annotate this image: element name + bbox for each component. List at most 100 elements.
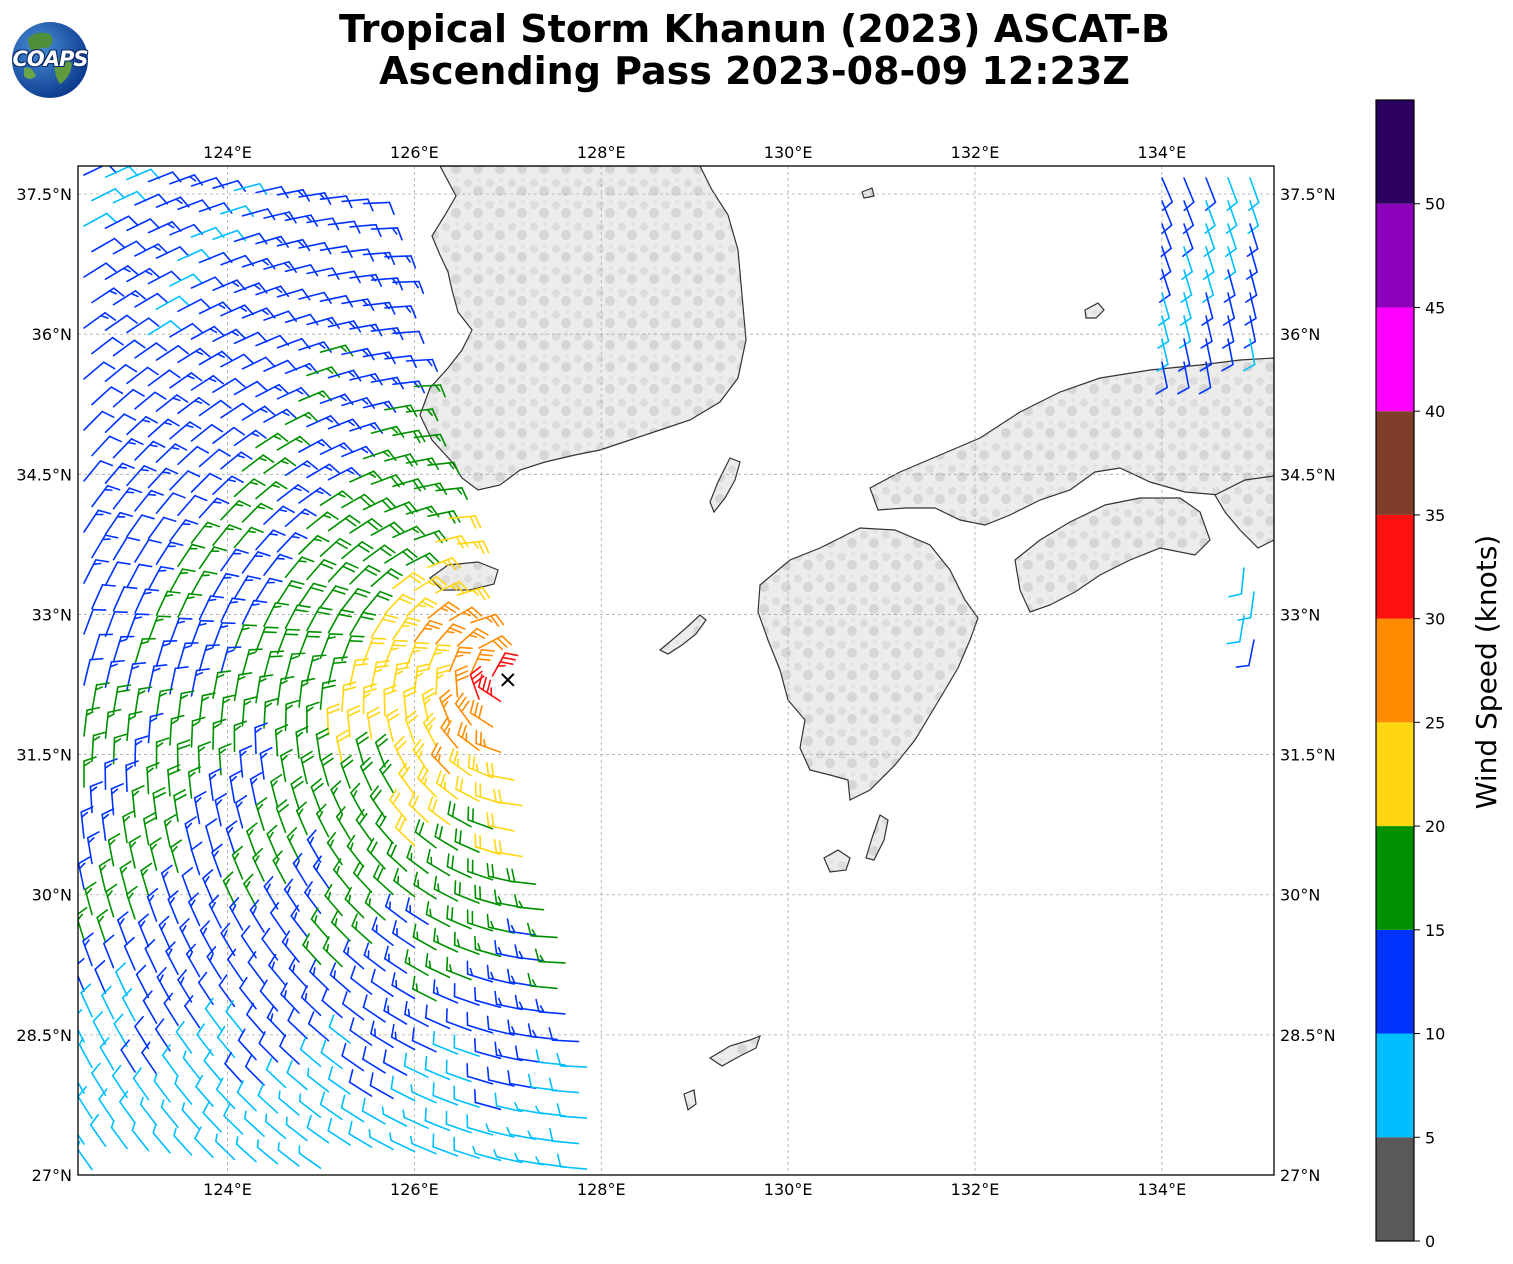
wind-barb [276,532,308,553]
wind-barb [83,509,112,533]
wind-barb [411,1027,437,1053]
wind-barb [349,518,383,534]
wind-barb [255,674,274,704]
wind-barb [398,762,416,796]
wind-barb [298,438,332,453]
wind-barb [342,991,365,1021]
wind-barb [319,679,337,711]
colorbar-tick-label: 10 [1425,1025,1445,1044]
wind-barb [306,463,340,479]
wind-barb [255,529,286,551]
wind-barb [284,313,319,326]
wind-barb [312,855,330,889]
wind-barb [212,524,242,547]
wind-barb [319,294,354,308]
lat-tick-label: 34.5°N [16,465,72,484]
colorbar-bin [1376,1033,1414,1138]
wind-barb [370,1020,394,1049]
wind-barb [485,1123,515,1138]
wind-barb [155,344,189,361]
wind-barb [265,1057,287,1089]
wind-barb [110,783,124,816]
wind-barb [126,366,159,385]
wind-barb [326,703,341,736]
wind-barb [233,429,267,447]
lat-tick-label: 31.5°N [16,746,72,765]
wind-barb [368,1129,394,1151]
wind-barb [298,487,332,504]
wind-barb [486,812,515,832]
wind-barb [89,1113,107,1147]
wind-barb [169,470,201,491]
wind-barb [335,806,351,840]
wind-barb [432,979,459,1004]
colorbar-bin [1376,100,1414,204]
wind-barb [83,756,97,788]
lon-tick-label: 126°E [390,143,439,162]
wind-barb [155,295,190,310]
wind-barb [169,372,203,389]
wind-barb [263,505,295,525]
wind-barb [119,1090,136,1124]
wind-barb [349,658,369,687]
wind-barb [320,752,334,787]
wind-barb [229,897,244,931]
lat-tick-label: 30°N [1280,886,1320,905]
wind-barb [412,923,437,951]
wind-barb [83,706,101,737]
colorbar-tick-label: 45 [1425,298,1445,317]
wind-barb [440,716,459,749]
axis-ticks: 124°E 124°E 126°E 126°E 128°E 128°E 130°E 130°E… [16,143,1335,1199]
wind-barb [276,676,295,706]
wind-barb [348,1120,373,1148]
chart-title-line2: Ascending Pass 2023-08-09 12:23Z [379,49,1130,93]
wind-barb [355,731,369,766]
wind-barb [104,708,122,740]
tsushima-island [709,457,741,514]
wind-barb [243,873,257,908]
wind-barb [83,559,110,584]
wind-barb [1226,615,1245,645]
korean-peninsula [419,166,747,491]
land-layer [419,166,1274,1112]
colorbar-bin [1376,618,1414,723]
wind-barb [241,696,258,727]
wind-barb [252,848,265,882]
wind-barb [348,1069,373,1097]
wind-barb [366,706,381,740]
wind-barb [435,534,469,549]
wind-barb [126,465,157,487]
wind-barb [284,556,315,579]
wind-barb [466,909,494,932]
wind-barb [83,608,107,635]
wind-barb [169,273,204,287]
wind-barb [330,780,343,815]
wind-barb [173,789,187,823]
wind-barb [194,1126,214,1158]
wind-barb [362,544,396,562]
wind-barb [111,1064,128,1099]
wind-barb [119,860,132,895]
lat-tick-label: 27°N [1280,1166,1320,1185]
wind-barb [295,801,308,836]
wind-barb [276,628,301,655]
wind-barb [246,1002,265,1035]
wind-barb [112,190,147,204]
wind-barb [478,635,512,651]
wind-barb [1235,639,1255,668]
wind-barb [255,797,268,831]
wind-barb [134,1015,150,1050]
wind-barb [327,561,359,583]
wind-barb [131,1122,150,1152]
wind-barb [233,232,268,245]
wind-barb [126,885,138,920]
wind-barb [454,828,480,853]
wind-barb [104,314,138,332]
wind-barb [112,388,145,408]
wind-barb [156,966,171,1001]
wind-barb [341,397,375,410]
wind-barb [445,1110,472,1134]
wind-barb [298,677,316,708]
wind-barb [91,1062,107,1096]
wind-barb [315,727,330,762]
